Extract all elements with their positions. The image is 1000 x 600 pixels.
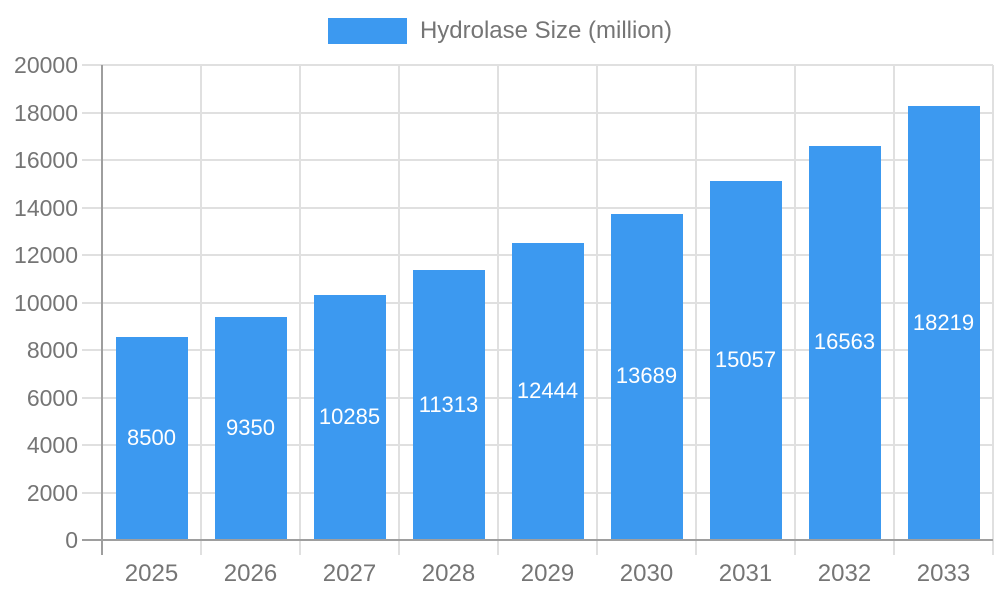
bar [907, 106, 980, 539]
bar [511, 243, 584, 539]
x-axis-tick-label: 2029 [520, 560, 575, 587]
y-gridline [82, 206, 993, 209]
x-gridline [200, 65, 202, 555]
bar-value-label: 16563 [813, 329, 876, 355]
x-axis-tick-label: 2032 [817, 560, 872, 587]
bar [610, 213, 683, 539]
bar [412, 270, 485, 539]
bar [214, 316, 287, 539]
legend-swatch [327, 18, 407, 44]
y-axis-tick-label: 16000 [14, 147, 78, 173]
x-axis-tick-label: 2030 [619, 560, 674, 587]
y-axis-tick-label: 12000 [14, 242, 78, 268]
bar-value-label: 11313 [418, 391, 479, 417]
x-axis-tick-label: 2026 [223, 560, 278, 587]
y-gridline [82, 111, 993, 114]
x-gridline [893, 65, 895, 555]
y-axis-tick-label: 4000 [26, 432, 78, 458]
x-axis-line [82, 539, 993, 541]
x-gridline [794, 65, 796, 555]
x-axis-tick-label: 2033 [916, 560, 971, 587]
x-gridline [398, 65, 400, 555]
bar [808, 145, 881, 539]
bar [115, 337, 188, 539]
y-axis-tick-label: 8000 [26, 337, 78, 363]
y-axis-line [101, 65, 103, 555]
y-axis-tick-label: 20000 [14, 52, 78, 78]
x-axis-tick-label: 2031 [718, 560, 773, 587]
y-axis-tick-label: 14000 [14, 194, 78, 221]
x-gridline [497, 65, 499, 555]
x-axis-tick-label: 2027 [322, 560, 377, 587]
x-axis-tick-label: 2025 [124, 560, 179, 587]
bar-value-label: 13689 [615, 363, 678, 389]
bar-value-label: 18219 [912, 309, 975, 335]
bar [709, 181, 782, 539]
bar-value-label: 10285 [318, 403, 381, 429]
y-axis-tick-label: 6000 [26, 384, 78, 411]
x-gridline [695, 65, 697, 555]
x-axis-tick-label: 2028 [421, 560, 476, 587]
legend-label: Hydrolase Size (million) [419, 17, 673, 44]
x-gridline [596, 65, 598, 555]
legend: Hydrolase Size (million) [0, 17, 1000, 45]
x-gridline [299, 65, 301, 555]
bar-value-label: 15057 [714, 347, 777, 373]
x-gridline [992, 65, 994, 555]
y-axis-tick-label: 18000 [14, 99, 78, 126]
bar [313, 294, 386, 539]
bar-value-label: 9350 [226, 414, 275, 440]
y-gridline [82, 64, 993, 66]
y-axis-tick-label: 2000 [26, 479, 78, 506]
bar-value-label: 8500 [127, 425, 176, 451]
y-axis-tick-label: 10000 [14, 289, 78, 316]
y-gridline [82, 159, 993, 161]
y-axis-tick-label: 0 [65, 527, 78, 553]
bar-value-label: 12444 [516, 378, 579, 404]
